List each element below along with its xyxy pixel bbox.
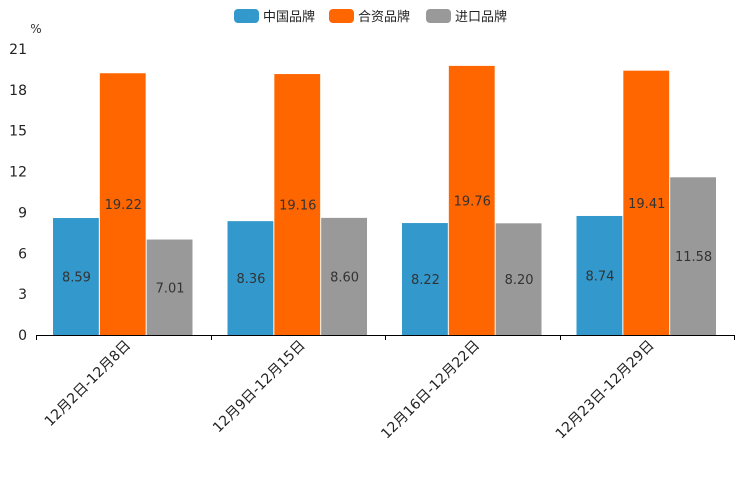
legend-swatch (426, 9, 451, 23)
y-tick-label: 12 (9, 165, 27, 181)
y-tick-label: 21 (9, 42, 27, 58)
x-tick-label: 12月23日-12月29日 (553, 338, 658, 443)
legend-label: 进口品牌 (455, 9, 507, 25)
data-label: 8.60 (330, 270, 359, 285)
bar (402, 223, 448, 335)
x-tick-label: 12月9日-12月15日 (210, 338, 309, 437)
legend-label: 中国品牌 (263, 9, 315, 25)
data-label: 8.36 (236, 272, 265, 287)
data-label: 11.58 (675, 250, 712, 265)
bar (623, 70, 670, 335)
data-label: 8.59 (62, 271, 91, 286)
bar (576, 215, 623, 335)
data-label: 8.22 (411, 273, 440, 288)
legend-swatch (234, 9, 259, 23)
bar (495, 223, 542, 335)
data-label: 19.22 (105, 198, 142, 213)
bar (53, 218, 99, 335)
bar (146, 239, 193, 335)
x-tick-label: 12月16日-12月22日 (378, 338, 483, 443)
data-label: 8.74 (585, 269, 614, 284)
bar (274, 74, 321, 335)
bar (670, 177, 716, 335)
legend-label: 合资品牌 (358, 9, 410, 25)
data-label: 19.16 (279, 199, 316, 214)
y-tick-label: 6 (18, 246, 27, 262)
y-tick-label: 9 (18, 205, 27, 221)
bar (227, 221, 274, 335)
y-tick-label: 15 (9, 124, 27, 140)
y-tick-label: 3 (18, 287, 27, 303)
bar (99, 73, 146, 335)
data-label: 7.01 (156, 281, 185, 296)
bar (321, 217, 367, 335)
x-tick-label: 12月2日-12月8日 (42, 338, 134, 430)
data-label: 19.76 (454, 194, 491, 209)
bar (448, 65, 495, 335)
data-label: 8.20 (505, 273, 534, 288)
y-tick-label: 0 (18, 328, 27, 344)
y-axis-unit-label: % (30, 22, 41, 36)
y-tick-label: 18 (9, 83, 27, 99)
legend-swatch (329, 9, 354, 23)
data-label: 19.41 (628, 197, 665, 212)
